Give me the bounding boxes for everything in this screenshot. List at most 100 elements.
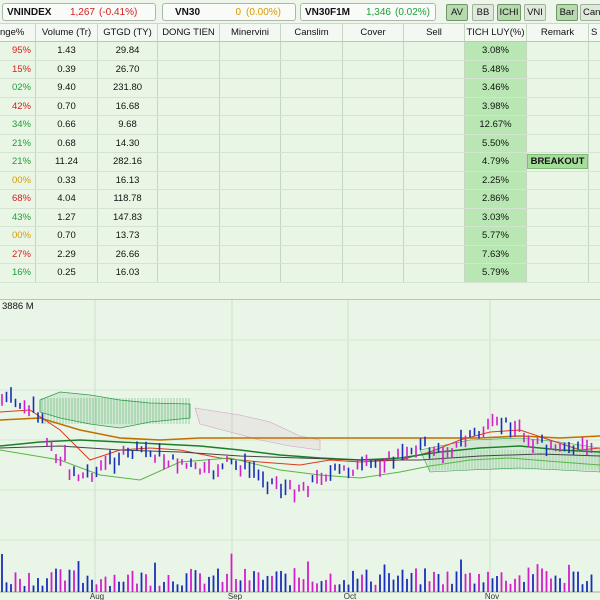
cell-volume: 4.04 [36,190,98,208]
cell-dong-tien [158,264,220,282]
cell-gtgd: 16.13 [98,171,158,189]
cell-remark: BREAKOUT [527,153,589,171]
index-value: 0 [235,6,241,18]
cell-volume: 0.25 [36,264,98,282]
cell-canslim [281,227,343,245]
chart-title: 3886 M [2,301,34,312]
table-row[interactable]: 15% 0.39 26.70 5.48% [0,60,600,79]
col-sell[interactable]: Sell [404,24,465,41]
cell-minervini [220,190,281,208]
col-gtgd[interactable]: GTGD (TY) [98,24,158,41]
table-row[interactable]: 00% 0.33 16.13 2.25% [0,171,600,190]
cell-canslim [281,264,343,282]
index-change: (-0.41%) [99,6,138,18]
cell-volume: 1.43 [36,42,98,60]
cell-dong-tien [158,42,220,60]
av-toggle-button[interactable]: AV [446,4,468,21]
price-chart[interactable]: Aug Sep Oct Nov 3886 M [0,299,600,600]
cell-canslim [281,134,343,152]
cell-minervini [220,97,281,115]
cell-sell [404,153,465,171]
cell-dong-tien [158,97,220,115]
cell-gtgd: 16.03 [98,264,158,282]
cell-cover [343,227,404,245]
col-s[interactable]: S [589,24,600,41]
cell-sell [404,97,465,115]
cell-volume: 9.40 [36,79,98,97]
cell-dong-tien [158,171,220,189]
month-label: Nov [485,592,499,600]
table-row[interactable]: 21% 0.68 14.30 5.50% [0,134,600,153]
table-row[interactable]: 21% 11.24 282.16 4.79% BREAKOUT [0,153,600,172]
table-row[interactable]: 02% 9.40 231.80 3.46% [0,79,600,98]
col-change[interactable]: nge% [0,24,36,41]
index-vnindex[interactable]: VNINDEX 1,267 (-0.41%) [2,3,156,21]
cell-minervini [220,42,281,60]
cell-canslim [281,42,343,60]
index-vn30[interactable]: VN30 0 (0.00%) [162,3,296,21]
cell-dong-tien [158,60,220,78]
table-row[interactable]: 42% 0.70 16.68 3.98% [0,97,600,116]
cell-change: 00% [0,227,36,245]
table-row[interactable]: 00% 0.70 13.73 5.77% [0,227,600,246]
cell-dong-tien [158,208,220,226]
table-row[interactable]: 95% 1.43 29.84 3.08% [0,42,600,61]
breakout-badge: BREAKOUT [527,154,588,170]
col-minervini[interactable]: Minervini [220,24,281,41]
cell-cover [343,134,404,152]
cell-tich-luy: 5.48% [465,60,527,78]
cell-cover [343,264,404,282]
col-cover[interactable]: Cover [343,24,404,41]
col-volume[interactable]: Volume (Tr) [36,24,98,41]
col-canslim[interactable]: Canslim [281,24,343,41]
candle-chart-button[interactable]: Cand [580,4,600,21]
cell-gtgd: 29.84 [98,42,158,60]
col-dong-tien[interactable]: DONG TIEN [158,24,220,41]
cell-remark [527,60,589,78]
col-tich-luy[interactable]: TICH LUY(%) [465,24,527,41]
cell-change: 02% [0,79,36,97]
cell-minervini [220,153,281,171]
table-row[interactable]: 27% 2.29 26.66 7.63% [0,245,600,264]
index-change: (0.00%) [246,6,282,18]
cell-tich-luy: 12.67% [465,116,527,134]
cell-sell [404,171,465,189]
ichi-toggle-button[interactable]: ICHI [497,4,521,21]
cell-sell [404,264,465,282]
cell-change: 21% [0,134,36,152]
table-row[interactable]: 43% 1.27 147.83 3.03% [0,208,600,227]
cell-gtgd: 14.30 [98,134,158,152]
table-header: nge% Volume (Tr) GTGD (TY) DONG TIEN Min… [0,24,600,42]
cell-minervini [220,134,281,152]
vni-toggle-button[interactable]: VNI [524,4,546,21]
chart-canvas[interactable]: Aug Sep Oct Nov [0,300,600,600]
cell-tich-luy: 3.03% [465,208,527,226]
cell-change: 15% [0,60,36,78]
cell-remark [527,79,589,97]
cell-volume: 0.70 [36,227,98,245]
cell-dong-tien [158,245,220,263]
table-row[interactable]: 16% 0.25 16.03 5.79% [0,264,600,283]
cell-minervini [220,116,281,134]
bb-toggle-button[interactable]: BB [472,4,494,21]
cell-volume: 11.24 [36,153,98,171]
cell-minervini [220,79,281,97]
cell-tich-luy: 5.50% [465,134,527,152]
index-bar: VNINDEX 1,267 (-0.41%) VN30 0 (0.00%) VN… [0,0,600,24]
cell-change: 21% [0,153,36,171]
stock-table: nge% Volume (Tr) GTGD (TY) DONG TIEN Min… [0,24,600,299]
cell-dong-tien [158,190,220,208]
index-value: 1,267 [69,6,95,18]
col-remark[interactable]: Remark [527,24,589,41]
bar-chart-button[interactable]: Bar [556,4,578,21]
cell-sell [404,60,465,78]
cell-s [589,153,600,171]
table-row[interactable]: 34% 0.66 9.68 12.67% [0,116,600,135]
table-row[interactable]: 68% 4.04 118.78 2.86% [0,190,600,209]
ichimoku-cloud [39,391,191,429]
cell-minervini [220,171,281,189]
cell-minervini [220,60,281,78]
cell-canslim [281,116,343,134]
cell-sell [404,208,465,226]
index-vn30f1m[interactable]: VN30F1M 1,346 (0.02%) [300,3,436,21]
